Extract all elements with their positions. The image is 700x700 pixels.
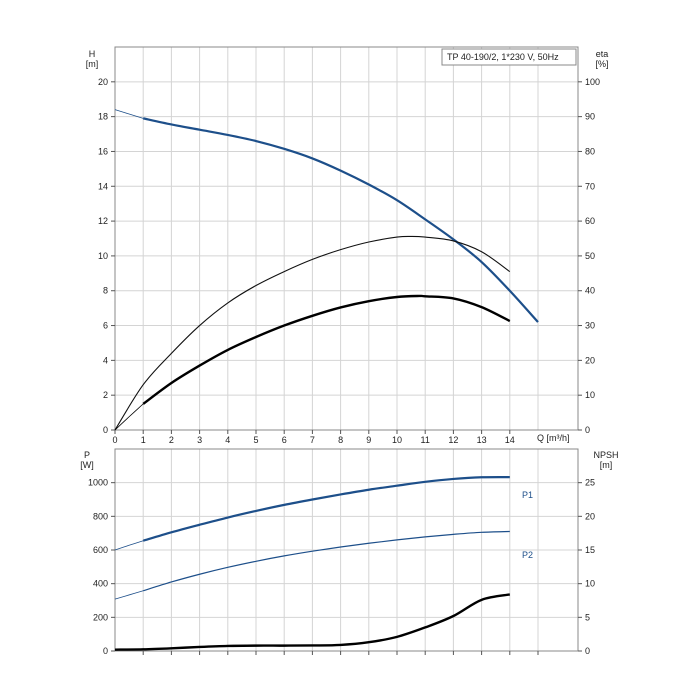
right-tick-label: 15	[585, 545, 595, 555]
x-tick-label: 12	[448, 435, 458, 445]
x-tick-label: 6	[282, 435, 287, 445]
right-tick-label: 90	[585, 112, 595, 122]
x-tick-label: 4	[225, 435, 230, 445]
bottom-left-axis-label: P	[84, 450, 90, 460]
top-chart-series	[114, 109, 539, 431]
left-tick-label: 400	[93, 579, 108, 589]
bottom-right-axis-unit: [m]	[600, 460, 613, 470]
x-tick-label: 0	[112, 435, 117, 445]
left-tick-label: 800	[93, 511, 108, 521]
left-tick-label: 600	[93, 545, 108, 555]
series-extension-line	[114, 403, 144, 431]
bottom-left-axis-unit: [W]	[80, 460, 94, 470]
right-tick-label: 5	[585, 612, 590, 622]
bottom-chart-series	[114, 475, 511, 651]
series-line	[114, 593, 511, 651]
top-left-axis-unit: [m]	[86, 59, 99, 69]
left-tick-label: 18	[98, 112, 108, 122]
x-tick-label: 7	[310, 435, 315, 445]
x-tick-label: 14	[505, 435, 515, 445]
left-tick-label: 6	[103, 321, 108, 331]
left-tick-label: 2	[103, 390, 108, 400]
right-tick-label: 30	[585, 321, 595, 331]
bottom-right-axis-label: NPSH	[593, 450, 618, 460]
series-extension-line	[114, 590, 144, 600]
x-tick-label: 9	[366, 435, 371, 445]
x-tick-label: 8	[338, 435, 343, 445]
right-tick-label: 60	[585, 216, 595, 226]
left-tick-label: 20	[98, 77, 108, 87]
left-tick-label: 12	[98, 216, 108, 226]
right-tick-label: 20	[585, 355, 595, 365]
series-line	[114, 235, 511, 431]
series-label-p1: P1	[522, 490, 533, 500]
left-tick-label: 10	[98, 251, 108, 261]
top-left-axis-label: H	[89, 49, 96, 59]
bottom-chart-ticks: 0 200 400 600 800 1000 0 5 10 15 20 25	[88, 478, 595, 656]
x-tick-label: 3	[197, 435, 202, 445]
series-label-p2: P2	[522, 550, 533, 560]
right-tick-label: 100	[585, 77, 600, 87]
top-right-axis-unit: [%]	[595, 59, 608, 69]
left-tick-label: 0	[103, 425, 108, 435]
right-tick-label: 40	[585, 286, 595, 296]
series-line	[143, 530, 510, 592]
bottom-chart-grid	[115, 449, 578, 651]
x-tick-label: 13	[477, 435, 487, 445]
left-tick-label: 4	[103, 355, 108, 365]
top-chart-frame	[114, 46, 579, 431]
right-tick-label: 20	[585, 511, 595, 521]
chart-title: TP 40-190/2, 1*230 V, 50Hz	[447, 52, 559, 62]
top-chart-ticks: 0246810121416182001020304050607080901000…	[98, 77, 600, 445]
x-tick-label: 10	[392, 435, 402, 445]
chart-title-box	[441, 48, 577, 66]
series-line	[142, 294, 511, 405]
right-tick-label: 80	[585, 146, 595, 156]
left-tick-label: 200	[93, 612, 108, 622]
right-tick-label: 0	[585, 646, 590, 656]
right-tick-label: 0	[585, 425, 590, 435]
series-line	[142, 117, 539, 323]
x-tick-label: 11	[421, 435, 430, 445]
x-tick-label: 5	[253, 435, 258, 445]
right-tick-label: 25	[585, 478, 595, 488]
left-tick-label: 8	[103, 286, 108, 296]
x-tick-label: 1	[141, 435, 146, 445]
right-tick-label: 50	[585, 251, 595, 261]
left-tick-label: 1000	[88, 478, 108, 488]
left-tick-label: 16	[98, 146, 108, 156]
top-right-axis-label: eta	[596, 49, 609, 59]
right-tick-label: 10	[585, 579, 595, 589]
series-line	[142, 475, 510, 542]
left-tick-label: 14	[98, 181, 108, 191]
top-chart-grid	[115, 47, 578, 430]
left-tick-label: 0	[103, 646, 108, 656]
series-extension-line	[114, 540, 144, 551]
x-tick-label: 2	[169, 435, 174, 445]
right-tick-label: 70	[585, 181, 595, 191]
series-extension-line	[114, 109, 144, 119]
right-tick-label: 10	[585, 390, 595, 400]
x-axis-label: Q [m³/h]	[537, 433, 570, 443]
